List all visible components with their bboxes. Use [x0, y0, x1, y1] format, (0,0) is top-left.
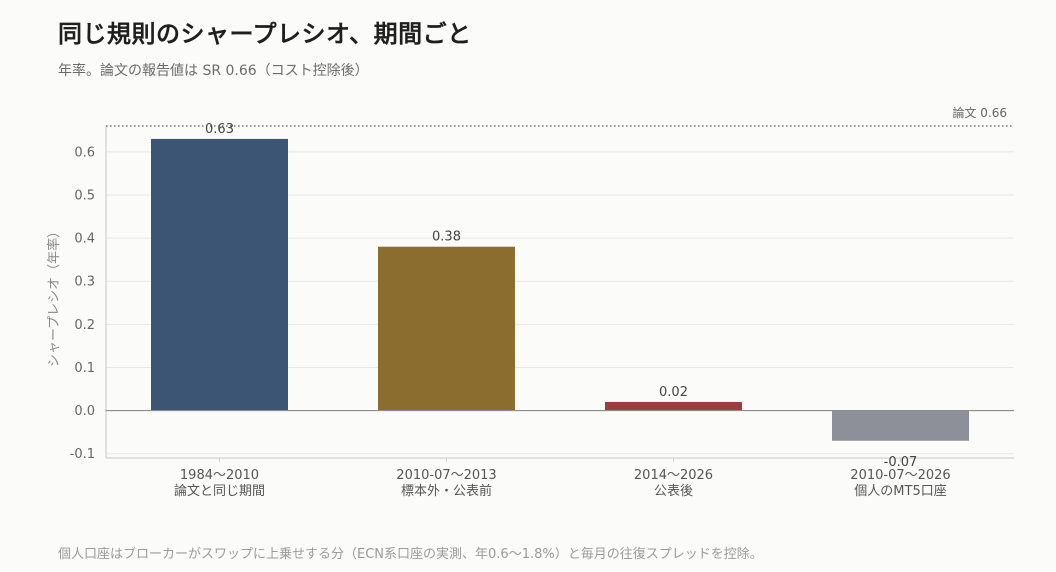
x-tick-sublabel: 個人のMT5口座: [854, 484, 946, 499]
data-label: -0.07: [884, 455, 918, 470]
footnote: 個人口座はブローカーがスワップに上乗せする分（ECN系口座の実測、年0.6〜1.…: [58, 547, 763, 562]
bar: [832, 410, 969, 441]
data-label: 0.63: [205, 122, 234, 137]
y-tick-label: 0.6: [74, 145, 95, 160]
chart-title: 同じ規則のシャープレシオ、期間ごと: [58, 20, 472, 48]
y-tick-label: 0.4: [74, 232, 95, 247]
bar: [605, 401, 742, 411]
chart-subtitle: 年率。論文の報告値は SR 0.66（コスト控除後）: [58, 63, 369, 79]
y-tick-label: 0.2: [74, 318, 95, 333]
data-label: 0.38: [432, 230, 461, 245]
reference-line-label: 論文 0.66: [952, 105, 1007, 120]
y-tick-label: 0.5: [74, 188, 95, 203]
y-tick-label: 0.1: [74, 361, 95, 376]
y-tick-label: 0.3: [74, 275, 95, 290]
y-tick-label: -0.1: [70, 447, 95, 462]
x-tick-label: 2014〜2026: [634, 468, 713, 483]
bar: [378, 246, 515, 411]
y-tick-label: 0.0: [74, 404, 95, 419]
x-tick-sublabel: 公表後: [654, 484, 693, 499]
y-axis-label: シャープレシオ（年率）: [46, 225, 62, 367]
bar: [151, 138, 288, 411]
x-tick-label: 1984〜2010: [180, 468, 259, 483]
data-label: 0.02: [659, 385, 688, 400]
x-tick-label: 2010-07〜2026: [850, 468, 950, 483]
x-tick-sublabel: 標本外・公表前: [401, 483, 492, 499]
x-tick-sublabel: 論文と同じ期間: [174, 483, 265, 499]
x-tick-label: 2010-07〜2013: [396, 468, 496, 483]
